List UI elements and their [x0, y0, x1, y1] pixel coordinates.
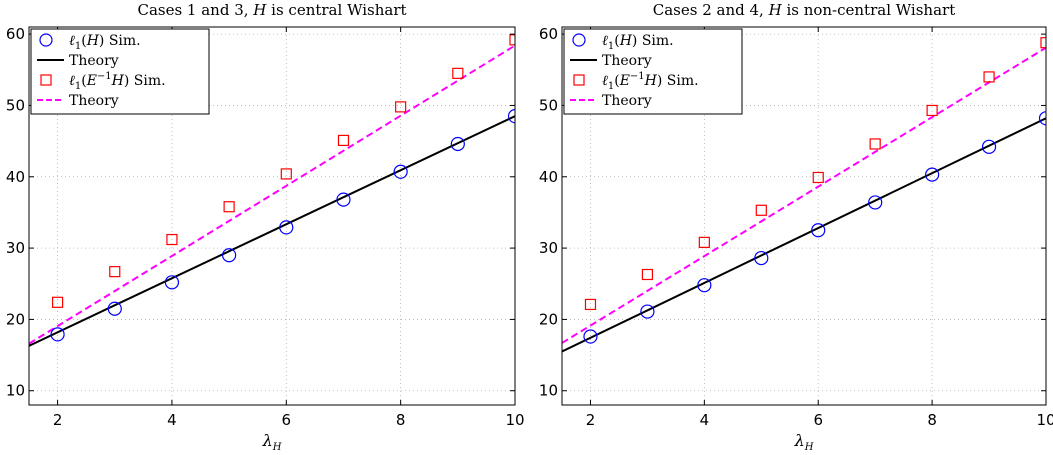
- data-point-square: [166, 233, 178, 246]
- legend-label: ℓ1(H) Sim.: [69, 33, 141, 52]
- data-point-square: [509, 34, 515, 46]
- data-point-circle: [107, 301, 122, 316]
- data-point-circle: [1038, 111, 1046, 126]
- x-tick-label: 8: [927, 411, 937, 429]
- data-point-square: [395, 101, 407, 113]
- data-point-square: [641, 268, 654, 281]
- y-tick-label: 30: [539, 239, 558, 257]
- axes-frame: [28, 26, 516, 406]
- data-point-square: [51, 296, 64, 308]
- data-point-square: [223, 201, 235, 213]
- data-point-circle: [697, 278, 712, 293]
- y-tick-label: 10: [6, 382, 25, 400]
- series-line-theory-solid: [562, 117, 1046, 353]
- data-point-square: [452, 67, 464, 79]
- data-point-circle: [279, 220, 294, 235]
- legend-label: Theory: [69, 53, 119, 69]
- data-point-square: [755, 204, 767, 216]
- data-point-circle: [222, 248, 237, 263]
- y-tick-label: 20: [539, 310, 558, 328]
- chart-title: Cases 2 and 4, H is non-central Wishart: [653, 1, 955, 19]
- y-tick-label: 10: [539, 382, 558, 400]
- data-point-circle: [754, 250, 769, 266]
- data-point-square: [812, 171, 824, 184]
- x-tick-label: 6: [813, 411, 823, 429]
- data-point-circle: [450, 136, 465, 152]
- x-tick-label: 2: [53, 411, 63, 429]
- data-point-square: [869, 138, 881, 150]
- y-tick-label: 20: [6, 310, 25, 328]
- legend-marker-circle: [572, 33, 586, 47]
- series-group: [562, 37, 1046, 353]
- legend-marker-square: [573, 74, 585, 86]
- data-point-square: [109, 266, 121, 278]
- data-point-circle: [393, 164, 408, 179]
- data-point-circle: [336, 192, 351, 207]
- x-tick-label: 10: [505, 411, 524, 429]
- x-tick-label: 6: [282, 411, 292, 429]
- chart-panel-2: 2 4 6 8 10 10 20 30 40 50 60 Cases 2 and 4, H is no…: [539, 1, 1053, 453]
- y-tick-label: 60: [6, 25, 25, 43]
- legend-marker-circle: [39, 33, 53, 47]
- x-tick-label: 4: [167, 411, 177, 429]
- legend-label: ℓ1(E−1H) Sim.: [602, 71, 699, 92]
- data-point-circle: [640, 304, 655, 319]
- data-point-square: [584, 298, 597, 311]
- data-point-circle: [811, 223, 826, 238]
- x-axis-label: λH: [262, 431, 282, 453]
- y-tick-label: 60: [539, 25, 558, 43]
- legend-marker-square: [40, 74, 52, 86]
- series-line-theory-solid: [29, 115, 515, 347]
- data-point-circle: [925, 167, 940, 182]
- legend-label: ℓ1(E−1H) Sim.: [69, 71, 166, 92]
- x-tick-label: 4: [700, 411, 710, 429]
- legend-label: ℓ1(H) Sim.: [602, 33, 674, 52]
- chart-panel-1: 2 4 6 8 10 10 20 30 40 50 60 Cases 1 and 3, H is ce…: [6, 1, 525, 453]
- data-point-square: [337, 134, 350, 146]
- data-point-circle: [868, 195, 883, 210]
- series-group: [29, 34, 515, 347]
- series-line-theory-dashed: [562, 46, 1046, 344]
- x-axis-label: λH: [794, 431, 814, 453]
- y-tick-label: 30: [6, 239, 25, 257]
- data-point-circle: [981, 139, 997, 154]
- y-tick-label: 50: [539, 96, 558, 114]
- y-tick-label: 40: [539, 168, 558, 186]
- chart-title: Cases 1 and 3, H is central Wishart: [137, 1, 406, 19]
- data-point-square: [983, 71, 995, 83]
- data-point-circle: [164, 275, 180, 290]
- data-point-circle: [583, 329, 598, 344]
- data-point-square: [280, 168, 292, 180]
- x-tick-label: 10: [1036, 411, 1053, 429]
- data-point-circle: [507, 109, 515, 124]
- legend-label: Theory: [602, 93, 652, 109]
- data-point-circle: [50, 327, 65, 342]
- series-line-theory-dashed: [29, 44, 515, 345]
- legend-label: Theory: [602, 53, 652, 69]
- legend-label: Theory: [69, 93, 119, 109]
- y-tick-label: 40: [6, 168, 25, 186]
- x-tick-label: 8: [396, 411, 406, 429]
- axes-frame: [561, 26, 1047, 406]
- y-tick-label: 50: [6, 96, 25, 114]
- x-tick-label: 2: [586, 411, 596, 429]
- data-point-square: [698, 236, 710, 248]
- data-point-square: [1040, 37, 1046, 49]
- data-point-square: [926, 104, 938, 117]
